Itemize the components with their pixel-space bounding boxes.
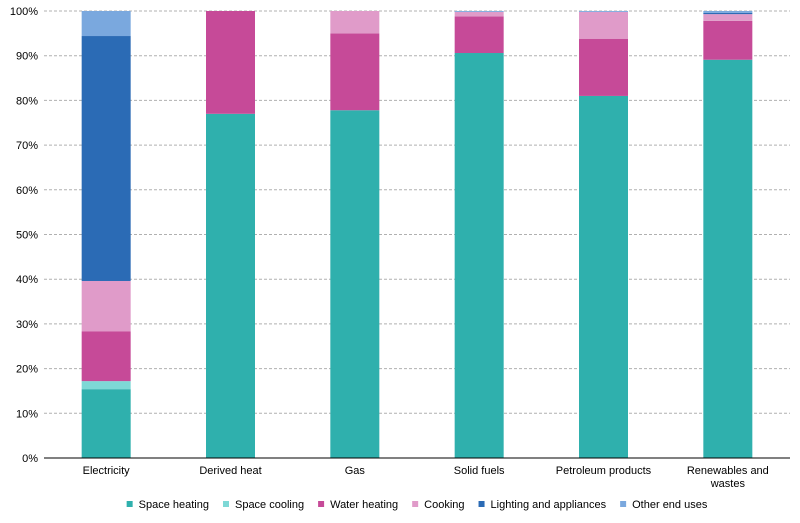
legend-swatch [478, 501, 485, 507]
bar-segment [206, 11, 255, 114]
bar-segment [703, 12, 753, 15]
x-category-label: Renewables and [687, 465, 769, 477]
y-tick-label: 80% [16, 95, 38, 107]
legend-label: Cooking [424, 499, 464, 511]
bar-segment [206, 113, 255, 458]
legend-swatch [318, 501, 325, 507]
legend-swatch [126, 501, 133, 507]
legend-label: Space cooling [235, 499, 304, 511]
legend-label: Space heating [139, 499, 209, 511]
y-tick-label: 10% [16, 408, 38, 420]
bar-segment [81, 280, 131, 332]
bar-segment [454, 16, 504, 54]
legend-label: Other end uses [632, 499, 708, 511]
bar-segment [703, 14, 753, 21]
x-category-label: Petroleum products [556, 465, 652, 477]
x-category-label: Gas [345, 465, 366, 477]
y-tick-label: 40% [16, 274, 38, 286]
legend-label: Water heating [330, 499, 398, 511]
bar-segment [330, 110, 380, 458]
bar-segment [330, 33, 380, 111]
bar-segment [579, 38, 628, 96]
y-tick-label: 30% [16, 319, 38, 331]
bar-segment [81, 36, 131, 281]
bar-segment [81, 381, 131, 390]
bar-segment [703, 20, 753, 60]
x-category-label: wastes [710, 478, 746, 490]
bar-segment [703, 11, 753, 13]
y-tick-label: 100% [10, 6, 38, 18]
bar-segment [81, 11, 131, 37]
legend: Space heating Space cooling Water heating C… [126, 499, 708, 511]
bar-segment [703, 59, 753, 459]
x-category-label: Solid fuels [454, 465, 505, 477]
bars [81, 11, 753, 459]
y-tick-label: 20% [16, 364, 38, 376]
legend-label: Lighting and appliances [491, 499, 607, 511]
bar-segment [81, 331, 131, 382]
gridlines [44, 10, 790, 414]
x-category-label: Derived heat [199, 465, 261, 477]
legend-swatch [620, 501, 627, 507]
bar-segment [579, 11, 628, 39]
y-tick-label: 50% [16, 230, 38, 242]
x-category-label: Electricity [83, 465, 131, 477]
y-tick-label: 70% [16, 140, 38, 152]
bar-segment [81, 389, 131, 458]
bar-segment [454, 53, 504, 458]
y-tick-label: 60% [16, 185, 38, 197]
bar-segment [454, 11, 504, 17]
y-tick-label: 90% [16, 51, 38, 63]
y-tick-label: 0% [22, 453, 38, 465]
legend-swatch [222, 501, 229, 507]
axes: 0% 10% 20% 30% 40% 50% 60% 70% 80% 90% 100% Electri… [10, 6, 790, 490]
bar-segment [579, 95, 628, 459]
bar-segment [579, 11, 628, 12]
bar-segment [330, 11, 380, 34]
legend-swatch [412, 501, 419, 507]
bar-segment [454, 11, 504, 12]
